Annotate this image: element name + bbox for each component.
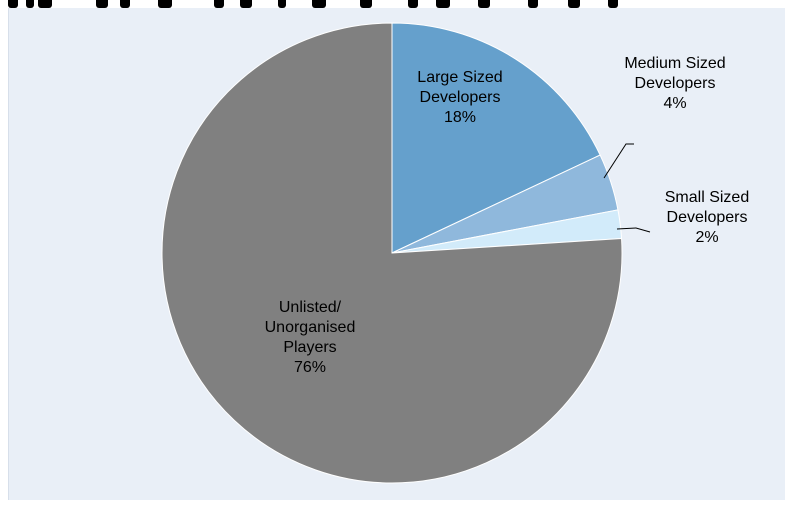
slice-label-unlisted-line: 76% bbox=[294, 359, 326, 376]
slice-label-medium: Medium Sized Developers 4% bbox=[624, 55, 725, 112]
slice-label-unlisted: Unlisted/Unorganised Players 76% bbox=[265, 299, 356, 376]
leader-lines bbox=[603, 143, 651, 233]
slice-label-large-line: Large Sized bbox=[417, 69, 502, 86]
slice-label-small: Small Sized Developers 2% bbox=[665, 189, 749, 246]
slice-label-small-line: 2% bbox=[695, 229, 718, 246]
leader-line-medium bbox=[603, 143, 634, 179]
slice-label-unlisted-line: Unorganised bbox=[265, 319, 356, 336]
pie-slices bbox=[161, 22, 623, 484]
slice-label-large-line: Developers bbox=[420, 89, 501, 106]
slice-label-large-line: 18% bbox=[444, 109, 476, 126]
title-cropped bbox=[8, 0, 648, 8]
slice-label-medium-line: Developers bbox=[635, 75, 716, 92]
pie-slice-large bbox=[391, 22, 601, 254]
leader-line-small bbox=[616, 227, 651, 233]
slice-label-small-line: Developers bbox=[667, 209, 748, 226]
slice-labels: Large Sized Developers 18% Medium Sized Deve… bbox=[265, 55, 750, 376]
slice-label-small-line: Small Sized bbox=[665, 189, 749, 206]
slice-label-unlisted-line: Unlisted/ bbox=[279, 299, 342, 316]
slice-label-medium-line: Medium Sized bbox=[624, 55, 725, 72]
pie-slice-unlisted bbox=[161, 22, 623, 484]
slice-label-large: Large Sized Developers 18% bbox=[417, 69, 502, 126]
slice-label-medium-line: 4% bbox=[663, 95, 686, 112]
slice-label-unlisted-line: Players bbox=[283, 339, 336, 356]
